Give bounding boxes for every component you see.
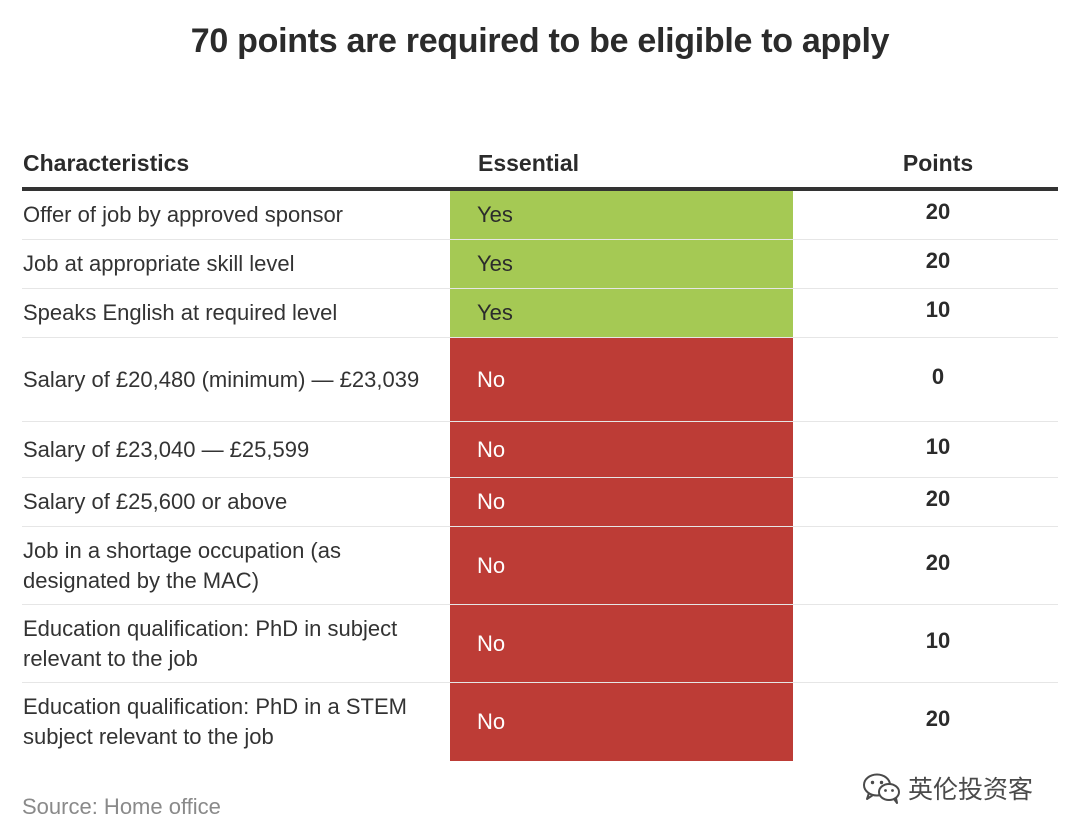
row-characteristic: Salary of £23,040 — £25,599 — [23, 436, 310, 462]
row-points: 10 — [925, 433, 951, 459]
table-row: Offer of job by approved sponsor Yes 20 — [22, 191, 1058, 240]
header-characteristics: Characteristics — [23, 150, 190, 176]
source-note: Source: Home office — [22, 794, 221, 819]
row-points: 20 — [925, 248, 951, 273]
row-points: 20 — [925, 549, 951, 575]
row-essential: No — [450, 422, 793, 477]
row-essential: Yes — [450, 289, 793, 337]
table-row: Salary of £25,600 or above No 20 — [22, 478, 1058, 527]
wechat-icon — [863, 773, 900, 804]
watermark-text: 英伦投资客 — [908, 775, 1034, 804]
row-characteristic: Salary of £25,600 or above — [23, 489, 288, 514]
row-points: 10 — [925, 627, 951, 653]
row-characteristic: Speaks English at required level — [23, 300, 338, 325]
table-row: Job at appropriate skill level Yes 20 — [22, 240, 1058, 289]
page-title: 70 points are required to be eligible to… — [190, 22, 890, 60]
row-points: 20 — [925, 199, 951, 224]
row-points: 20 — [925, 486, 951, 511]
row-points: 0 — [931, 363, 945, 389]
watermark: 英伦投资客 — [862, 770, 1033, 806]
row-characteristic: Salary of £20,480 (minimum) — £23,039 — [23, 366, 420, 392]
row-characteristic: Offer of job by approved sponsor — [23, 202, 344, 227]
row-essential: No — [450, 527, 793, 604]
row-characteristic: Education qualification: PhD in subject … — [23, 615, 398, 671]
table-row: Salary of £20,480 (minimum) — £23,039 No… — [22, 338, 1058, 422]
header-essential: Essential — [478, 150, 579, 176]
points-table: Characteristics Essential Points Offer o… — [22, 140, 1058, 761]
row-essential: No — [450, 605, 793, 682]
row-essential: Yes — [450, 240, 793, 288]
row-essential: No — [450, 683, 793, 761]
table-row: Job in a shortage occupation (as designa… — [22, 527, 1058, 605]
row-essential: Yes — [450, 191, 793, 239]
table-row: Salary of £23,040 — £25,599 No 10 — [22, 422, 1058, 478]
row-points: 10 — [925, 297, 951, 322]
header-points: Points — [902, 150, 974, 176]
table-row: Education qualification: PhD in a STEM s… — [22, 683, 1058, 761]
row-characteristic: Job in a shortage occupation (as designa… — [23, 537, 341, 593]
table-row: Education qualification: PhD in subject … — [22, 605, 1058, 683]
table-header: Characteristics Essential Points — [22, 140, 1058, 191]
row-essential: No — [450, 338, 793, 421]
row-characteristic: Job at appropriate skill level — [23, 251, 295, 276]
row-essential: No — [450, 478, 793, 526]
row-characteristic: Education qualification: PhD in a STEM s… — [23, 694, 407, 749]
table-row: Speaks English at required level Yes 10 — [22, 289, 1058, 338]
row-points: 20 — [925, 706, 951, 731]
